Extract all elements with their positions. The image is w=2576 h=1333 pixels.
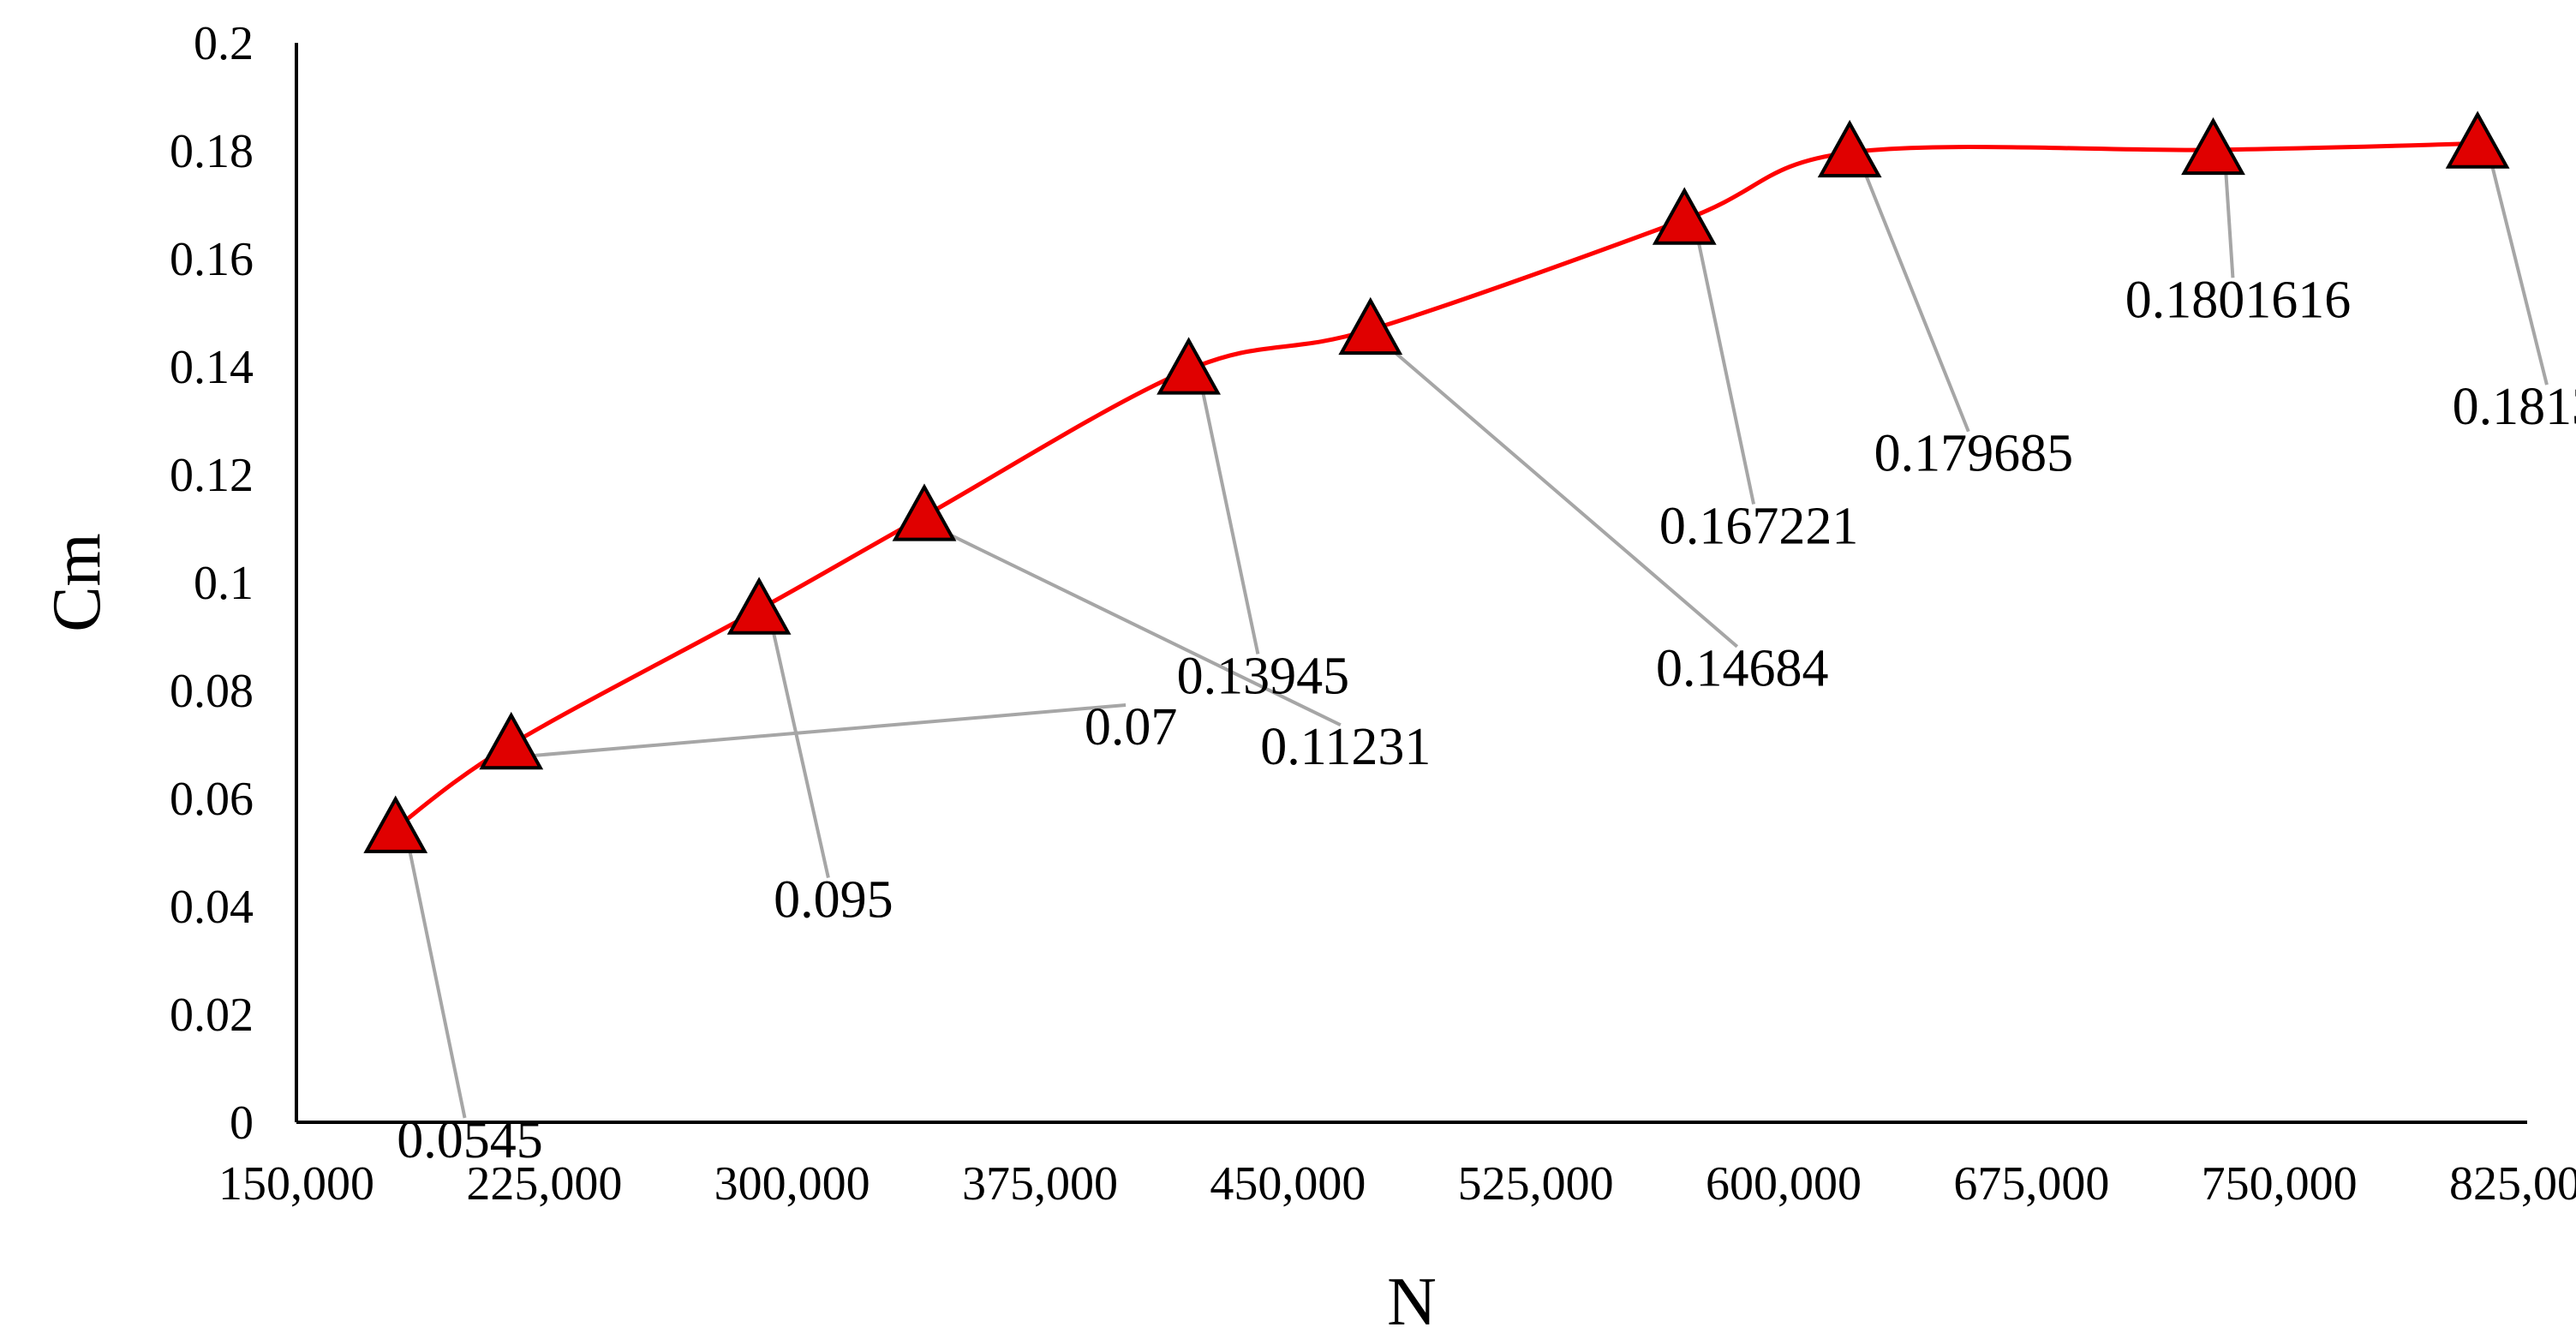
data-label: 0.0545 <box>397 1111 543 1169</box>
y-tick-label: 0.04 <box>170 881 254 934</box>
data-label-leader <box>405 840 467 1119</box>
x-tick-label: 450,000 <box>1210 1157 1366 1210</box>
data-label-leader <box>935 526 1342 727</box>
data-point-marker <box>1652 187 1717 245</box>
data-label-leader <box>2488 155 2549 386</box>
y-axis-title: Cm <box>39 533 115 632</box>
data-point-marker <box>1157 337 1221 395</box>
data-point-marker <box>726 577 792 635</box>
y-tick-label: 0 <box>230 1097 254 1150</box>
data-label: 0.13945 <box>1177 647 1350 705</box>
y-tick-labels: 0 0.02 0.04 0.06 0.08 0.1 0.12 0.14 0.16 0.18 0.2 <box>170 17 254 1150</box>
series-line <box>394 141 2478 830</box>
y-tick-label: 0.12 <box>170 449 254 502</box>
data-label: 0.07 <box>1085 698 1178 756</box>
data-point-marker <box>2445 111 2510 169</box>
data-point-marker <box>2181 117 2245 176</box>
y-tick-label: 0.02 <box>170 989 254 1042</box>
x-tick-label: 750,000 <box>2202 1157 2358 1210</box>
data-point-marker <box>892 483 957 541</box>
data-point-marker <box>479 711 544 770</box>
x-tick-label: 225,000 <box>466 1157 622 1210</box>
data-label-leader <box>1860 164 1970 433</box>
data-label-leader <box>1694 231 1756 505</box>
x-tick-labels: 150,000 225,000 300,000 375,000 450,000 525,0… <box>218 1157 2576 1210</box>
y-tick-label: 0.2 <box>194 17 254 70</box>
data-label-leader <box>1381 340 1739 649</box>
y-tick-label: 0.16 <box>170 233 254 286</box>
data-point-markers <box>363 111 2510 853</box>
data-label: 0.1801616 <box>2125 271 2352 329</box>
x-tick-label: 300,000 <box>714 1157 870 1210</box>
x-tick-label: 825,000 <box>2449 1157 2576 1210</box>
x-tick-label: 600,000 <box>1706 1157 1862 1210</box>
data-label: 0.167221 <box>1659 498 1859 556</box>
y-tick-label: 0.1 <box>194 557 254 610</box>
x-tick-label: 525,000 <box>1458 1157 1614 1210</box>
data-point-marker <box>1338 296 1403 356</box>
y-tick-label: 0.18 <box>170 125 254 178</box>
data-label: 0.11231 <box>1260 718 1431 776</box>
data-point-marker <box>1817 119 1882 178</box>
data-label-leader-lines <box>405 155 2549 1119</box>
data-label-leader <box>2223 161 2235 278</box>
y-tick-label: 0.06 <box>170 773 254 826</box>
y-tick-label: 0.08 <box>170 665 254 718</box>
x-tick-label: 150,000 <box>218 1157 374 1210</box>
data-label: 0.181346 <box>2453 378 2576 436</box>
x-axis-title: N <box>1387 1264 1437 1333</box>
y-tick-label: 0.14 <box>170 341 254 394</box>
data-label-leader <box>1198 381 1260 655</box>
data-label-leader <box>769 621 830 879</box>
x-tick-label: 375,000 <box>962 1157 1118 1210</box>
x-tick-label: 675,000 <box>1953 1157 2109 1210</box>
data-label-leader <box>523 703 1127 758</box>
data-point-marker <box>363 795 428 853</box>
data-labels: 0.0545 0.07 0.095 0.11231 0.13945 0.14684 0.16… <box>397 271 2576 1169</box>
data-label: 0.179685 <box>1874 425 2074 483</box>
data-label: 0.095 <box>774 871 894 930</box>
data-label: 0.14684 <box>1656 640 1829 698</box>
